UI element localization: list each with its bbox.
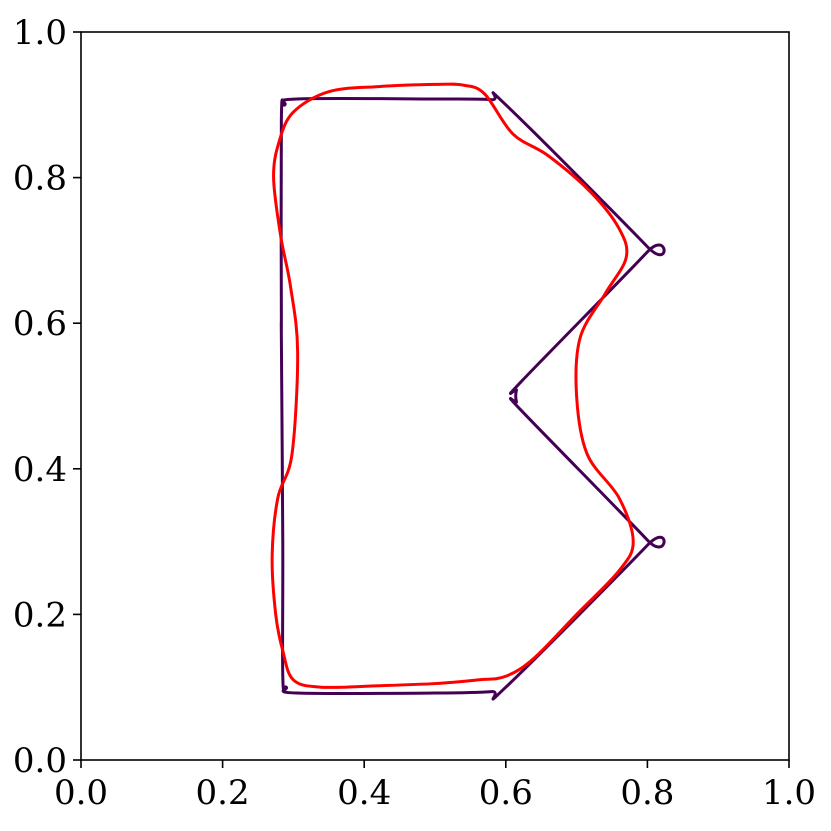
y-tick-label: 0.4 <box>13 450 67 490</box>
x-tick-label: 1.0 <box>762 773 816 813</box>
x-tick-label: 0.8 <box>620 773 674 813</box>
y-tick-label: 0.8 <box>13 159 67 199</box>
y-tick-label: 0.2 <box>13 595 67 635</box>
y-tick-label: 0.0 <box>13 741 67 781</box>
plot-area <box>81 32 789 760</box>
x-axis: 0.0 0.2 0.4 0.6 0.8 1.0 <box>54 760 816 813</box>
series-1-line <box>279 91 666 701</box>
x-tick-label: 0.2 <box>196 773 250 813</box>
y-tick-label: 1.0 <box>13 13 67 53</box>
series-2-line <box>270 82 635 689</box>
series-layer <box>270 82 666 701</box>
x-tick-label: 0.6 <box>479 773 533 813</box>
x-tick-label: 0.0 <box>54 773 108 813</box>
y-tick-label: 0.6 <box>13 304 67 344</box>
x-tick-label: 0.4 <box>337 773 391 813</box>
axes-frame <box>80 31 790 761</box>
y-axis: 0.0 0.2 0.4 0.6 0.8 1.0 <box>13 13 81 781</box>
